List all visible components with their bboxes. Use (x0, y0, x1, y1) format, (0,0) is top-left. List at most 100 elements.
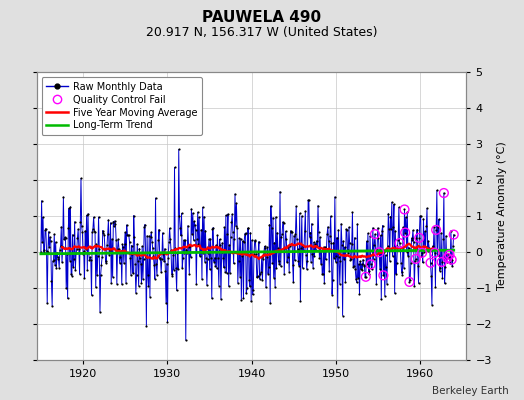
Point (68, 272, 76, 279)
Point (227, 219, 236, 226)
Point (377, 296, 386, 303)
Point (289, 262, 297, 268)
Point (252, 250, 260, 257)
Point (212, 242, 220, 248)
Point (106, 247, 114, 254)
Point (242, 230, 250, 236)
Point (357, 266, 365, 272)
Point (220, 224, 228, 231)
Point (256, 271, 265, 278)
Point (230, 260, 238, 267)
Point (67, 271, 75, 277)
Point (158, 256, 166, 262)
Point (279, 219, 288, 226)
Point (215, 236, 224, 242)
Point (244, 225, 253, 232)
Point (294, 258, 302, 264)
Point (418, 250, 426, 256)
Point (445, 252, 454, 258)
Point (167, 247, 175, 253)
Point (436, 264, 444, 271)
Point (93, 272, 101, 279)
Point (434, 224, 442, 230)
Point (176, 225, 184, 232)
Point (150, 276, 159, 282)
Point (253, 273, 261, 280)
Point (108, 274, 117, 280)
Point (268, 260, 277, 266)
Point (364, 230, 372, 236)
Point (80, 248, 88, 254)
Point (416, 213, 424, 220)
Point (383, 280, 391, 287)
Point (413, 262, 422, 269)
Point (107, 280, 115, 286)
Point (188, 231, 196, 238)
Point (71, 266, 80, 273)
Point (442, 233, 450, 239)
Point (388, 199, 396, 206)
Point (262, 284, 270, 291)
Point (233, 225, 241, 231)
Point (443, 255, 452, 261)
Point (172, 265, 180, 271)
Point (140, 224, 148, 230)
Point (250, 238, 259, 244)
Point (168, 272, 177, 279)
Point (433, 252, 442, 258)
Point (184, 244, 193, 250)
Point (369, 256, 378, 262)
Point (129, 270, 137, 276)
Point (160, 258, 168, 265)
Point (325, 268, 333, 274)
Point (179, 255, 187, 262)
Point (394, 237, 402, 243)
Point (50, 231, 59, 237)
Point (154, 252, 162, 259)
Point (278, 230, 286, 237)
Point (78, 229, 86, 236)
Point (121, 241, 129, 248)
Point (398, 271, 407, 278)
Point (249, 286, 257, 293)
Point (154, 237, 162, 243)
Point (292, 203, 300, 210)
Point (47, 238, 55, 245)
Point (364, 268, 373, 274)
Point (234, 280, 242, 286)
Point (72, 250, 80, 256)
Point (240, 239, 248, 245)
Point (355, 261, 363, 267)
Point (439, 236, 447, 242)
Point (372, 246, 380, 252)
Point (174, 146, 183, 152)
Point (194, 241, 203, 247)
Point (149, 253, 158, 259)
Point (410, 283, 419, 290)
Point (266, 300, 275, 306)
Point (435, 216, 443, 223)
Point (298, 265, 307, 271)
Point (144, 283, 152, 289)
Point (223, 231, 232, 238)
Point (305, 234, 314, 240)
Point (335, 281, 344, 287)
Point (363, 261, 372, 267)
Point (343, 227, 351, 233)
Point (236, 235, 245, 242)
Point (186, 242, 194, 249)
Point (92, 241, 101, 248)
Point (273, 230, 281, 236)
Point (94, 253, 102, 259)
Point (123, 232, 132, 238)
Point (390, 201, 398, 208)
Point (136, 255, 144, 262)
Point (277, 234, 286, 241)
Point (43, 248, 52, 255)
Point (40, 246, 49, 253)
Point (209, 224, 217, 231)
Point (117, 281, 126, 288)
Point (320, 280, 329, 287)
Point (366, 233, 374, 240)
Point (260, 250, 268, 257)
